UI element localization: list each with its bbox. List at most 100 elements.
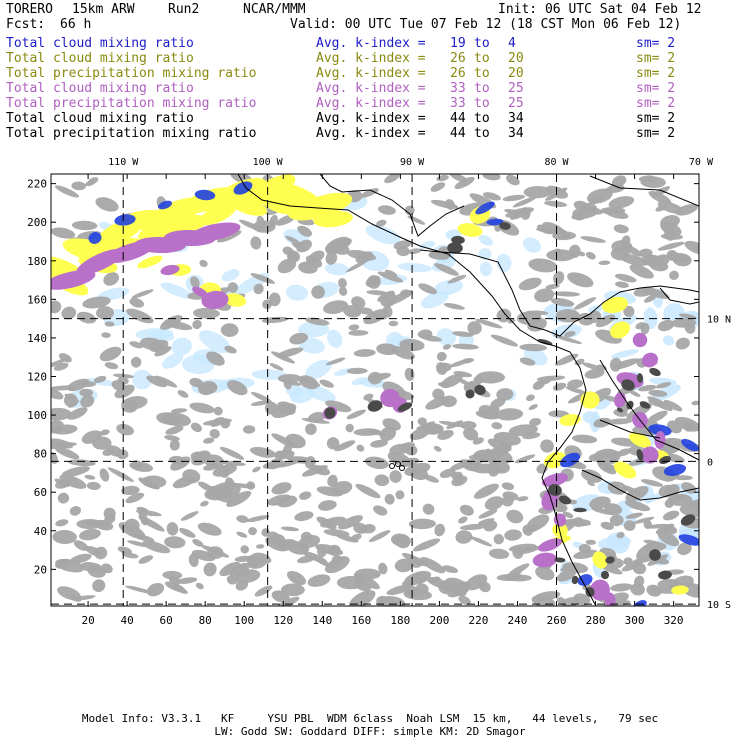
cloud-cell <box>384 493 395 505</box>
legend-avg-label: Avg. k-index = <box>316 36 426 51</box>
cloud-cell <box>199 259 208 268</box>
x-tick-label: 100 <box>234 614 254 627</box>
cloud-cell <box>374 474 390 487</box>
legend-field: Total precipitation mixing ratio <box>6 126 257 141</box>
cloud-cell <box>675 204 698 216</box>
cloud-cell <box>584 368 605 379</box>
cloud-cell <box>246 481 256 490</box>
cloud-cell <box>508 424 538 437</box>
cloud-cell <box>355 483 381 499</box>
deep-convection-cell <box>605 556 615 564</box>
cloud-cell <box>197 386 210 393</box>
x-tick-label: 260 <box>547 614 567 627</box>
galapagos-island <box>395 461 401 467</box>
light-cloud-patch <box>611 349 639 359</box>
cloud-cell <box>311 285 325 299</box>
cloud-cell <box>276 347 304 358</box>
cloud-cell <box>508 570 522 579</box>
cloud-cell <box>104 362 119 370</box>
latitude-label: 0 <box>707 457 713 468</box>
cloud-cell <box>625 512 643 519</box>
cloud-cell <box>473 483 499 499</box>
cloud-cell <box>608 196 635 209</box>
light-cloud-patch <box>523 237 542 253</box>
cloud-cell <box>164 581 186 593</box>
cloud-cell <box>504 529 522 541</box>
cloud-cell <box>391 346 415 360</box>
cloud-cell <box>350 533 362 541</box>
cloud-cell <box>443 303 465 310</box>
cloud-cell <box>281 583 305 597</box>
legend-k-end: 25 <box>508 96 524 111</box>
model-name: TORERO <box>6 2 53 17</box>
cloud-cell <box>354 568 381 580</box>
light-cloud-patch <box>182 354 215 375</box>
cloud-cell <box>585 539 597 545</box>
cloud-cell <box>434 263 459 276</box>
cloud-cell <box>298 261 318 274</box>
x-tick-label: 240 <box>508 614 528 627</box>
cloud-cell <box>605 184 625 194</box>
cloud-cell <box>126 308 154 324</box>
legend-smoothing: sm= 2 <box>636 66 676 81</box>
cloud-cell <box>52 530 77 545</box>
light-cloud-patch <box>298 321 330 338</box>
cloud-cell <box>261 316 289 324</box>
legend-smoothing: sm= 2 <box>636 81 676 96</box>
cloud-cell <box>493 533 504 545</box>
deep-convection-cell <box>621 379 635 391</box>
coastline <box>581 469 699 501</box>
deep-convection-cell <box>639 401 651 409</box>
x-tick-label: 60 <box>160 614 173 627</box>
cloud-cell <box>71 181 87 191</box>
cloud-cell <box>193 307 220 319</box>
cloud-cell <box>280 526 300 532</box>
deep-convection-cell <box>465 389 475 399</box>
deep-convection-cell <box>499 222 511 230</box>
cloud-cell <box>462 459 482 472</box>
cloud-cell <box>528 258 558 273</box>
cloud-cell <box>552 382 567 391</box>
cloud-cell <box>378 205 396 215</box>
model-resolution: 15km ARW <box>72 2 135 17</box>
cloud-cell <box>501 482 515 491</box>
cloud-cell <box>140 516 150 526</box>
cloud-cell <box>315 558 335 569</box>
light-cloud-patch <box>251 369 287 380</box>
coastline <box>541 345 597 606</box>
longitude-label: 80 W <box>544 157 569 168</box>
cloud-cell <box>213 406 223 416</box>
forecast-label: Fcst: <box>6 17 46 32</box>
cloud-cell <box>92 436 112 450</box>
cloud-cell <box>51 227 76 239</box>
legend-to: to <box>474 36 490 51</box>
cloud-cell <box>660 214 680 229</box>
cloud-cell <box>598 260 611 266</box>
cloud-cell <box>71 595 82 602</box>
legend-to: to <box>474 96 490 111</box>
y-tick-label: 180 <box>27 255 47 268</box>
cloud-cell <box>84 180 96 187</box>
legend-row: Total precipitation mixing ratio Avg. k-i… <box>6 96 736 111</box>
valid-time: Valid: 00 UTC Tue 07 Feb 12 (18 CST Mon … <box>290 17 682 32</box>
cloud-cell <box>553 291 581 297</box>
cloud-cell <box>364 456 389 470</box>
cloud-cell <box>505 174 520 186</box>
cloud-cell <box>190 276 200 289</box>
legend-to: to <box>474 66 490 81</box>
cloud-cell <box>418 283 438 295</box>
cloud-cell <box>377 271 404 283</box>
legend-smoothing: sm= 2 <box>636 111 676 126</box>
cloud-cell <box>287 456 314 464</box>
cloud-cell <box>478 509 498 519</box>
cloud-cell <box>73 540 89 551</box>
cloud-cell <box>657 319 675 332</box>
cloud-cell <box>203 562 217 577</box>
cloud-cell <box>57 492 70 504</box>
cloud-cell <box>429 251 440 258</box>
light-cloud-patch <box>419 241 436 250</box>
cloud-cell <box>482 174 501 181</box>
cloud-cell <box>297 554 317 564</box>
purple-precip <box>192 286 208 298</box>
cloud-cell <box>572 208 587 221</box>
